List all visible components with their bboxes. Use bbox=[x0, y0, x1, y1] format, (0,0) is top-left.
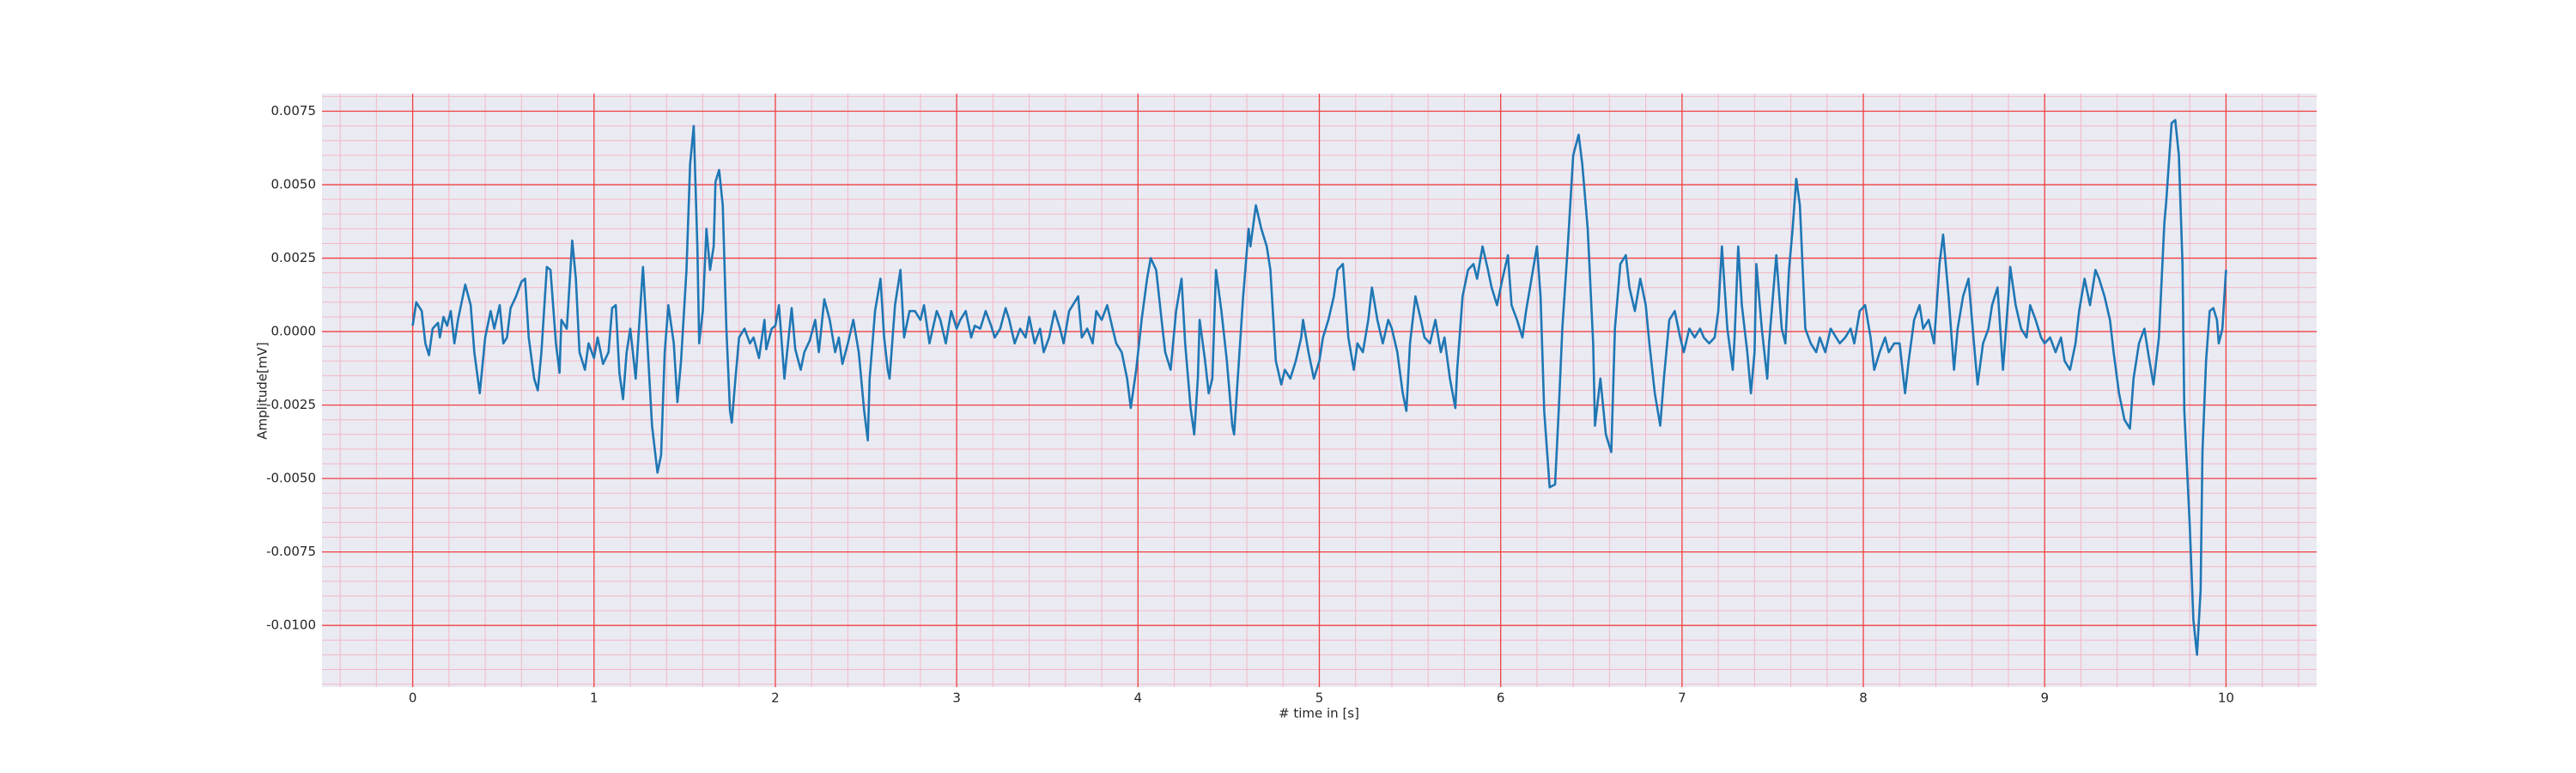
marks bbox=[411, 119, 2227, 656]
y-tick-label: 0.0075 bbox=[271, 103, 317, 119]
y-tick-label: -0.0100 bbox=[266, 618, 316, 633]
y-tick-label: -0.0050 bbox=[266, 471, 316, 486]
x-tick-label: 8 bbox=[1859, 691, 1868, 706]
x-tick-label: 5 bbox=[1315, 691, 1324, 706]
x-tick-label: 0 bbox=[409, 691, 417, 706]
y-axis-label: Amplitude[mV] bbox=[255, 342, 270, 439]
x-axis-label: # time in [s] bbox=[1279, 706, 1359, 721]
x-tick-label: 9 bbox=[2040, 691, 2049, 706]
x-tick-label: 4 bbox=[1134, 691, 1143, 706]
y-tick-label: -0.0025 bbox=[266, 397, 316, 412]
y-tick-label: 0.0025 bbox=[271, 250, 317, 265]
x-tick-label: 3 bbox=[952, 691, 961, 706]
y-tick-label: 0.0000 bbox=[271, 324, 317, 339]
x-tick-label: 2 bbox=[771, 691, 780, 706]
x-tick-label: 7 bbox=[1678, 691, 1686, 706]
x-tick-label: 6 bbox=[1497, 691, 1505, 706]
y-tick-label: 0.0050 bbox=[271, 177, 317, 192]
signal-line bbox=[411, 119, 2227, 656]
major-grid bbox=[322, 94, 2317, 687]
x-tick-label: 1 bbox=[590, 691, 598, 706]
y-tick-label: -0.0075 bbox=[266, 544, 316, 559]
x-tick-label: 10 bbox=[2218, 691, 2234, 706]
